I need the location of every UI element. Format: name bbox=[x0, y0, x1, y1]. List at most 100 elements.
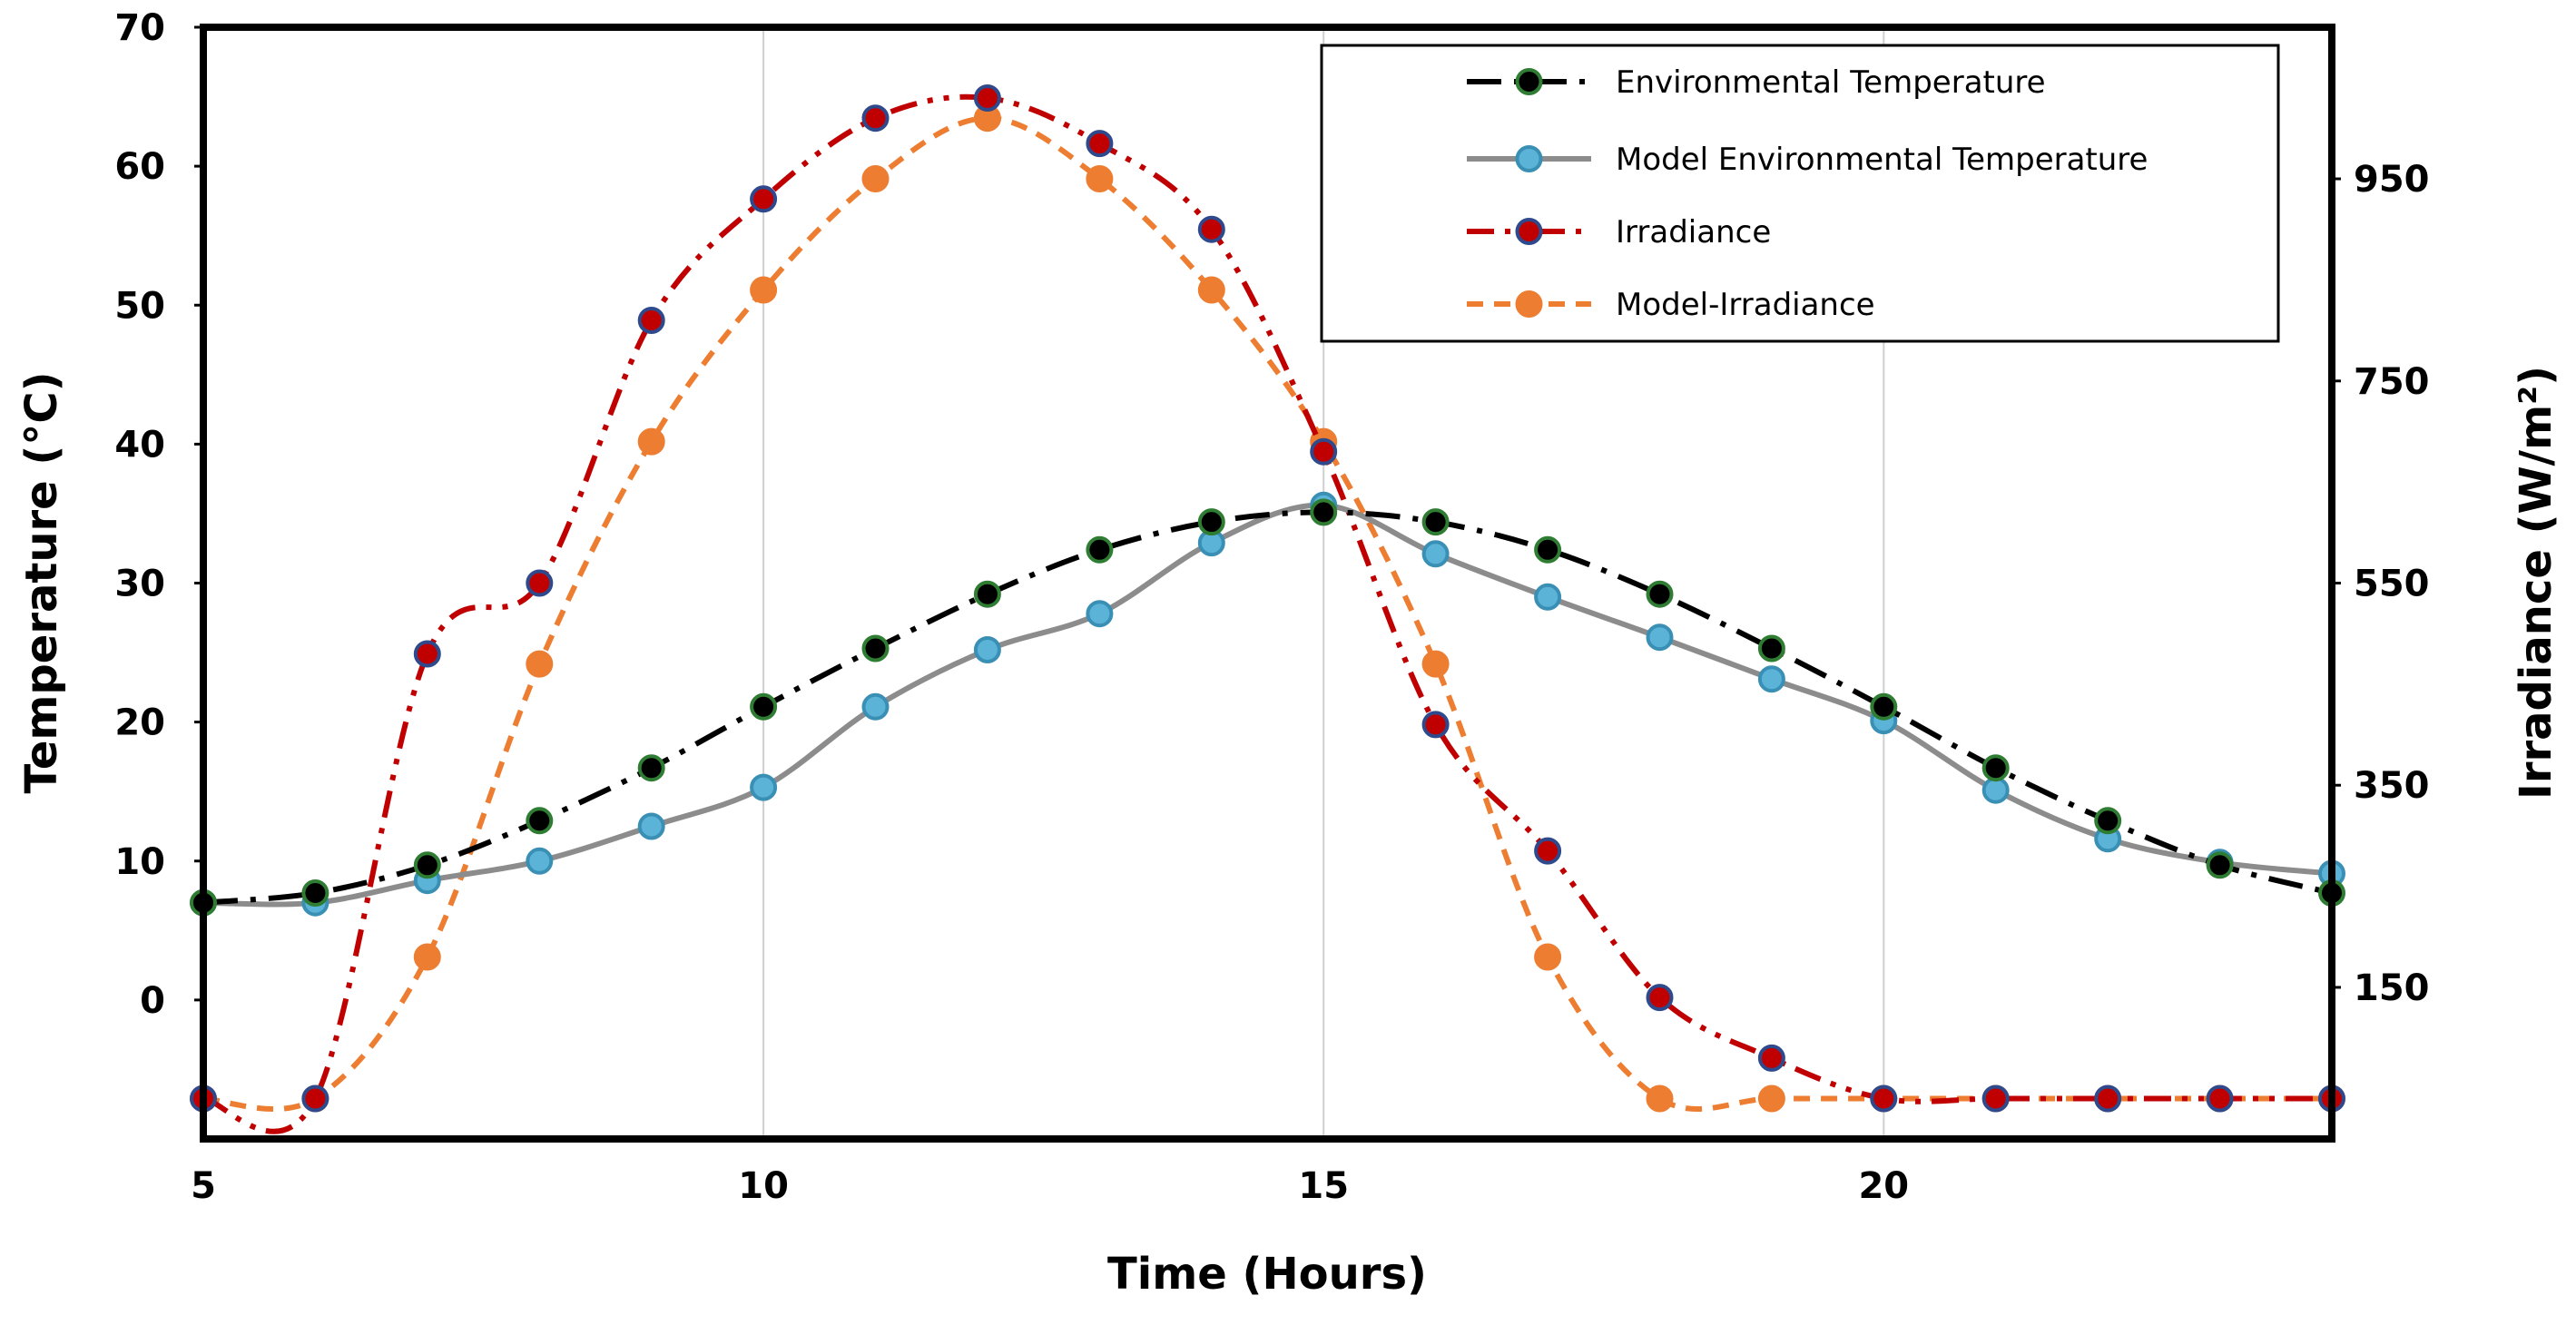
x-tick-label: 10 bbox=[738, 1165, 789, 1207]
irradiance-point bbox=[1421, 711, 1450, 739]
irradiance-point bbox=[526, 569, 554, 597]
legend-label-model-irradiance: Model-Irradiance bbox=[1616, 287, 1875, 323]
irradiance-point bbox=[1534, 837, 1562, 865]
x-tick-label: 5 bbox=[191, 1165, 216, 1207]
legend-marker-irradiance bbox=[1515, 218, 1543, 245]
y-tick-label: 0 bbox=[140, 980, 165, 1022]
model-irradiance-point bbox=[1534, 943, 1562, 971]
model-environmental-temperature-point bbox=[861, 692, 890, 721]
legend-marker-environmental-temperature bbox=[1515, 68, 1543, 95]
legend-entry-model-irradiance: Model-Irradiance bbox=[1467, 287, 1875, 323]
series-model-environmental-temperature bbox=[190, 491, 2345, 917]
model-environmental-temperature-point bbox=[637, 812, 665, 840]
environmental-temperature-point bbox=[1870, 692, 1898, 721]
y-tick-label: 10 bbox=[114, 841, 165, 883]
irradiance-point bbox=[1197, 215, 1225, 243]
environmental-temperature-point bbox=[301, 879, 329, 907]
y-tick-label: 20 bbox=[114, 702, 165, 744]
irradiance-point bbox=[973, 84, 1001, 112]
legend-entry-irradiance: Irradiance bbox=[1467, 214, 1771, 250]
legend-box bbox=[1320, 44, 2280, 343]
model-environmental-temperature-point bbox=[1757, 665, 1785, 693]
irradiance-point bbox=[1086, 130, 1114, 158]
model-irradiance-point bbox=[1757, 1085, 1785, 1113]
irradiance-point bbox=[750, 185, 778, 213]
y-tick-label: 50 bbox=[114, 285, 165, 327]
irradiance-point bbox=[301, 1085, 329, 1113]
environmental-temperature-point bbox=[526, 807, 554, 835]
irradiance-point bbox=[861, 104, 890, 132]
environmental-temperature-point bbox=[1646, 580, 1674, 608]
irradiance-point bbox=[2206, 1085, 2234, 1113]
series-layer bbox=[190, 84, 2345, 1134]
model-environmental-temperature-point bbox=[1086, 600, 1114, 628]
model-irradiance-point bbox=[1646, 1085, 1674, 1113]
series-irradiance bbox=[190, 84, 2345, 1134]
environmental-temperature-point bbox=[1421, 508, 1450, 536]
environmental-temperature-point bbox=[1197, 508, 1225, 536]
y2-tick-label: 950 bbox=[2354, 159, 2430, 201]
tick-layer: 5 10 15 20 0 10 20 30 40 50 60 70 150 350 550 750 950 bbox=[114, 7, 2429, 1207]
model-environmental-temperature-line bbox=[202, 502, 2333, 908]
legend-entry-model-environmental-temperature: Model Environmental Temperature bbox=[1467, 142, 2148, 178]
environmental-temperature-point bbox=[2206, 851, 2234, 879]
legend-label-environmental-temperature: Environmental Temperature bbox=[1616, 64, 2046, 101]
irradiance-point bbox=[1757, 1044, 1785, 1072]
y2-tick-label: 350 bbox=[2354, 765, 2430, 807]
model-irradiance-point bbox=[1421, 650, 1450, 678]
model-environmental-temperature-point bbox=[1421, 540, 1450, 568]
y2-tick-label: 150 bbox=[2354, 967, 2430, 1009]
legend-label-model-environmental-temperature: Model Environmental Temperature bbox=[1616, 142, 2148, 178]
model-irradiance-point bbox=[750, 276, 778, 304]
environmental-temperature-point bbox=[750, 692, 778, 721]
irradiance-point bbox=[1870, 1085, 1898, 1113]
environmental-temperature-point bbox=[637, 754, 665, 782]
model-environmental-temperature-point bbox=[526, 847, 554, 875]
model-environmental-temperature-point bbox=[1534, 583, 1562, 611]
model-irradiance-point bbox=[526, 650, 554, 678]
y-tick-label: 40 bbox=[114, 424, 165, 466]
y-axis-title: Temperature (°C) bbox=[16, 371, 67, 793]
model-environmental-temperature-point bbox=[750, 773, 778, 801]
model-environmental-temperature-point bbox=[1981, 776, 2010, 804]
environmental-temperature-point bbox=[861, 634, 890, 662]
model-irradiance-point bbox=[1086, 165, 1114, 192]
y2-tick-label: 750 bbox=[2354, 361, 2430, 403]
y-tick-label: 70 bbox=[114, 7, 165, 49]
model-irradiance-point bbox=[637, 427, 665, 456]
series-environmental-temperature bbox=[190, 498, 2345, 917]
legend-entry-environmental-temperature: Environmental Temperature bbox=[1467, 64, 2046, 101]
model-environmental-temperature-point bbox=[973, 636, 1001, 663]
irradiance-point bbox=[1646, 984, 1674, 1012]
y2-tick-label: 550 bbox=[2354, 564, 2430, 605]
environmental-temperature-point bbox=[413, 851, 441, 879]
environmental-temperature-point bbox=[1086, 535, 1114, 564]
irradiance-point bbox=[637, 307, 665, 334]
environmental-temperature-point bbox=[2094, 807, 2122, 835]
y-tick-label: 60 bbox=[114, 146, 165, 188]
model-irradiance-point bbox=[1197, 276, 1225, 304]
model-irradiance-point bbox=[413, 943, 441, 971]
irradiance-point bbox=[413, 640, 441, 668]
y-tick-label: 30 bbox=[114, 564, 165, 605]
environmental-temperature-point bbox=[1310, 498, 1338, 526]
legend-label-irradiance: Irradiance bbox=[1616, 214, 1771, 250]
irradiance-point bbox=[1310, 437, 1338, 466]
environmental-temperature-point bbox=[1534, 535, 1562, 564]
irradiance-point bbox=[1981, 1085, 2010, 1113]
irradiance-point bbox=[2094, 1085, 2122, 1113]
legend: Environmental Temperature Model Environme… bbox=[1320, 44, 2280, 343]
x-tick-label: 20 bbox=[1858, 1165, 1909, 1207]
environmental-temperature-point bbox=[973, 580, 1001, 608]
model-irradiance-point bbox=[861, 165, 890, 192]
environmental-temperature-line bbox=[202, 509, 2333, 906]
environmental-temperature-point bbox=[1981, 754, 2010, 782]
legend-marker-model-environmental-temperature bbox=[1515, 145, 1543, 172]
x-axis-title: Time (Hours) bbox=[1107, 1249, 1427, 1300]
x-tick-label: 15 bbox=[1298, 1165, 1349, 1207]
environmental-temperature-point bbox=[1757, 634, 1785, 662]
legend-marker-model-irradiance bbox=[1515, 290, 1543, 318]
model-environmental-temperature-point bbox=[1646, 623, 1674, 652]
y2-axis-title: Irradiance (W/m²) bbox=[2511, 366, 2561, 800]
